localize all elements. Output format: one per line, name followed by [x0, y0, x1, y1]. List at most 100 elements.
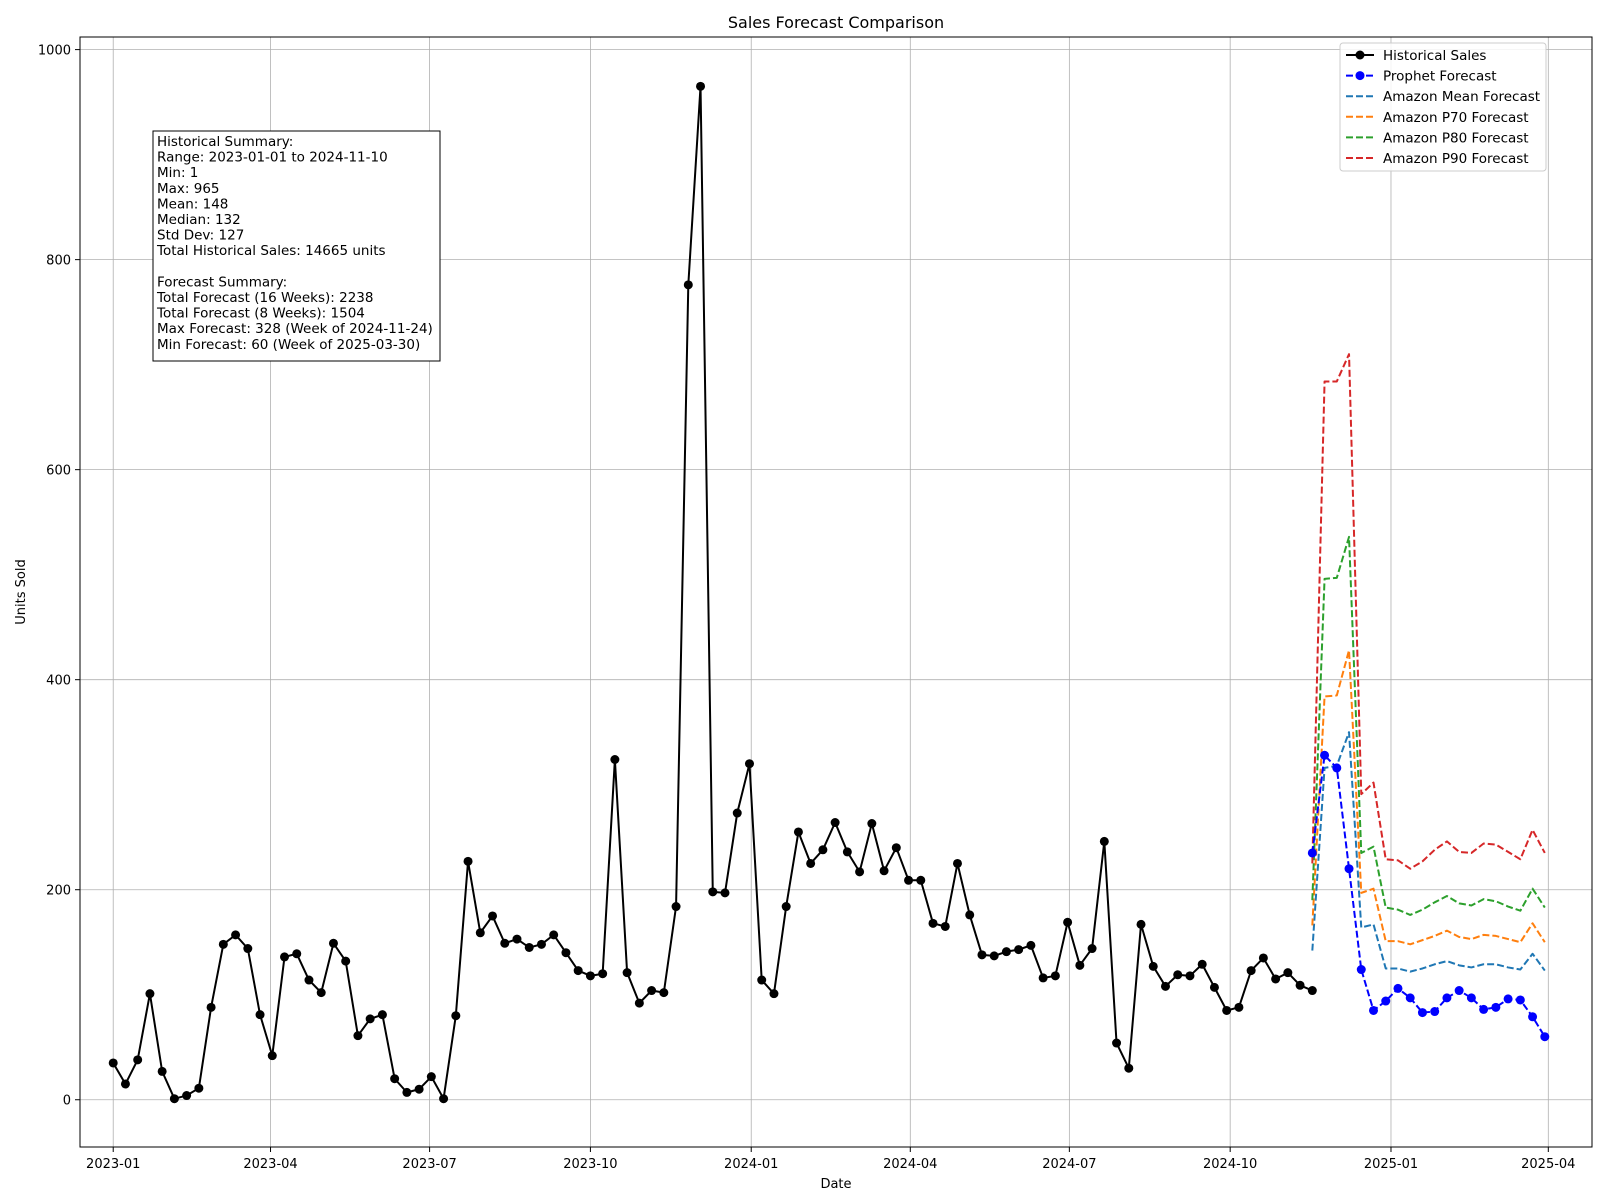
- y-tick-label: 0: [63, 1094, 71, 1109]
- historical-sales-point: [1246, 966, 1256, 976]
- historical-sales-point: [952, 858, 962, 868]
- amazon-mean-forecast-line: [1311, 731, 1546, 973]
- prophet-forecast-point: [1503, 994, 1513, 1004]
- historical-sales-point: [243, 944, 253, 954]
- historical-sales-point: [353, 1031, 363, 1041]
- amazon-mean-forecast-series: [1311, 731, 1546, 973]
- historical-sales-point: [830, 818, 840, 828]
- historical-sales-point: [157, 1066, 167, 1076]
- x-tick-label: 2024-01: [724, 1157, 778, 1172]
- historical-sales-point: [904, 875, 914, 885]
- legend-frame: [1339, 42, 1547, 172]
- historical-sales-point: [1197, 959, 1207, 969]
- historical-sales-point: [1087, 944, 1097, 954]
- prophet-forecast-point: [1466, 993, 1476, 1003]
- historical-sales-point: [439, 1094, 449, 1104]
- historical-sales-point: [1112, 1038, 1122, 1048]
- historical-sales-point: [1124, 1063, 1134, 1073]
- x-tick-label: 2023-10: [563, 1157, 617, 1172]
- historical-sales-point: [255, 1010, 265, 1020]
- x-tick-label: 2025-01: [1364, 1157, 1418, 1172]
- historical-sales-point: [365, 1014, 375, 1024]
- historical-sales-point: [573, 966, 583, 976]
- x-tick-label: 2023-04: [243, 1157, 297, 1172]
- legend-label-amazon-mean-forecast: Amazon Mean Forecast: [1383, 89, 1540, 105]
- historical-sales-point: [328, 938, 338, 948]
- amazon-p70-forecast-line: [1311, 649, 1546, 946]
- prophet-forecast-point: [1479, 1004, 1489, 1014]
- historical-sales-point: [891, 843, 901, 853]
- historical-sales-point: [1001, 947, 1011, 957]
- prophet-forecast-point: [1307, 848, 1317, 858]
- historical-sales-point: [463, 856, 473, 866]
- historical-sales-point: [598, 969, 608, 979]
- historical-sales-point: [133, 1055, 143, 1065]
- historical-sales-point: [1209, 982, 1219, 992]
- historical-sales-point: [928, 918, 938, 928]
- historical-sales-point: [732, 808, 742, 818]
- historical-sales-point: [500, 938, 510, 948]
- plot-frame: [79, 36, 1593, 1148]
- historical-sales-point: [1307, 986, 1317, 996]
- legend-label-amazon-p90-forecast: Amazon P90 Forecast: [1383, 151, 1529, 167]
- historical-sales-point: [1026, 940, 1036, 950]
- prophet-forecast-point: [1393, 983, 1403, 993]
- historical-sales-point: [793, 827, 803, 837]
- historical-sales-point: [182, 1091, 192, 1101]
- x-tick-label: 2023-01: [86, 1157, 140, 1172]
- ticks: 2023-01 2023-04 2023-07 2023-10 2024-01 2024-…: [38, 44, 1576, 1172]
- historical-sales-point: [1185, 971, 1195, 981]
- historical-sales-point: [1234, 1002, 1244, 1012]
- legend-label-historical-sales: Historical Sales: [1383, 48, 1486, 64]
- amazon-p70-forecast-series: [1311, 649, 1546, 946]
- historical-sales-point: [781, 902, 791, 912]
- historical-sales-point: [316, 988, 326, 998]
- prophet-forecast-point: [1369, 1005, 1378, 1015]
- historical-sales-point: [1038, 973, 1048, 983]
- historical-sales-point: [696, 81, 706, 91]
- historical-sales-point: [647, 986, 657, 996]
- historical-sales-point: [1148, 961, 1158, 971]
- prophet-forecast-series: [1307, 750, 1550, 1042]
- prophet-forecast-point: [1356, 965, 1366, 975]
- historical-sales-point: [965, 910, 975, 920]
- historical-sales-series: [108, 81, 1317, 1104]
- historical-sales-point: [1136, 919, 1146, 929]
- legend-label-amazon-p70-forecast: Amazon P70 Forecast: [1383, 110, 1529, 126]
- y-tick-label: 800: [46, 254, 71, 269]
- historical-sales-point: [280, 952, 290, 962]
- amazon-p90-forecast-series: [1311, 353, 1546, 870]
- historical-sales-point: [1295, 980, 1305, 990]
- prophet-forecast-point: [1430, 1007, 1440, 1017]
- historical-sales-point: [1283, 968, 1293, 978]
- amazon-p80-forecast-series: [1311, 535, 1546, 916]
- historical-sales-point: [475, 928, 485, 938]
- historical-sales-point: [169, 1094, 179, 1104]
- historical-sales-point: [194, 1083, 204, 1093]
- summary-line: Min Forecast: 60 (Week of 2025-03-30): [157, 337, 420, 353]
- historical-sales-point: [708, 887, 718, 897]
- summary-line: Max Forecast: 328 (Week of 2024-11-24): [157, 321, 433, 337]
- historical-sales-point: [304, 975, 314, 985]
- historical-sales-point: [292, 949, 302, 959]
- historical-sales-point: [855, 867, 865, 877]
- prophet-forecast-point: [1344, 864, 1354, 874]
- historical-sales-point: [1271, 974, 1281, 984]
- historical-sales-point: [585, 971, 595, 981]
- historical-sales-point: [1173, 970, 1183, 980]
- historical-sales-point: [402, 1087, 412, 1097]
- y-axis-title: Units Sold: [14, 559, 29, 624]
- historical-sales-point: [549, 930, 559, 940]
- series-layer: [108, 81, 1550, 1104]
- x-tick-label: 2023-07: [402, 1157, 456, 1172]
- historical-sales-point: [377, 1010, 387, 1020]
- historical-sales-point: [512, 934, 522, 944]
- historical-sales-point: [108, 1058, 118, 1068]
- y-tick-label: 200: [46, 884, 71, 899]
- prophet-forecast-point: [1540, 1032, 1550, 1042]
- historical-sales-point: [989, 951, 999, 961]
- historical-sales-point: [744, 759, 754, 769]
- historical-sales-point: [659, 988, 669, 998]
- summary-line: Total Forecast (8 Weeks): 1504: [156, 306, 365, 322]
- historical-sales-point: [1222, 1005, 1232, 1015]
